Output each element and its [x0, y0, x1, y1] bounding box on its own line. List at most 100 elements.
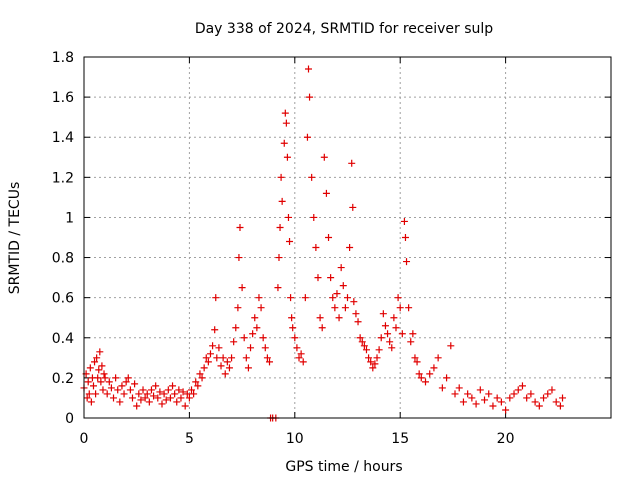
data-point — [312, 244, 320, 252]
data-point — [141, 394, 149, 402]
data-point — [331, 304, 339, 312]
data-point — [281, 109, 289, 117]
data-point — [358, 338, 366, 346]
data-point — [472, 400, 480, 408]
data-point — [394, 294, 402, 302]
data-point — [181, 402, 189, 410]
data-point — [110, 394, 118, 402]
data-point — [194, 382, 202, 390]
data-point — [329, 294, 337, 302]
data-point — [255, 294, 263, 302]
data-point — [225, 364, 233, 372]
data-point — [552, 398, 560, 406]
data-point — [97, 378, 105, 386]
data-point — [118, 382, 126, 390]
data-point — [87, 398, 95, 406]
y-tick-label: 0.4 — [52, 331, 74, 347]
data-point — [96, 348, 104, 356]
data-point — [354, 318, 362, 326]
data-point — [333, 290, 341, 298]
data-point — [314, 274, 322, 282]
data-point — [375, 346, 383, 354]
data-point — [190, 390, 198, 398]
data-points — [80, 65, 567, 422]
data-point — [510, 390, 518, 398]
data-point — [139, 386, 147, 394]
data-point — [327, 274, 335, 282]
data-point — [238, 284, 246, 292]
data-point — [150, 392, 158, 400]
y-tick-label: 1.8 — [52, 50, 74, 66]
y-tick-label: 1 — [65, 210, 74, 226]
data-point — [105, 378, 113, 386]
data-point — [346, 244, 354, 252]
data-point — [405, 304, 413, 312]
data-point — [217, 362, 225, 370]
data-point — [204, 358, 212, 366]
data-point — [158, 400, 166, 408]
data-point — [116, 398, 124, 406]
data-point — [160, 390, 168, 398]
data-point — [280, 139, 288, 147]
data-point — [95, 366, 103, 374]
data-point — [215, 344, 223, 352]
data-point — [154, 394, 162, 402]
data-point — [409, 330, 417, 338]
chart-title: Day 338 of 2024, SRMTID for receiver sul… — [195, 21, 493, 37]
data-point — [242, 354, 250, 362]
data-point — [99, 386, 107, 394]
data-point — [464, 390, 472, 398]
data-point — [107, 384, 115, 392]
data-point — [103, 390, 111, 398]
data-point — [377, 334, 385, 342]
data-point — [306, 93, 314, 101]
y-tick-label: 1.4 — [52, 130, 74, 146]
x-tick-label: 5 — [185, 431, 194, 447]
data-point — [91, 358, 99, 366]
data-point — [527, 390, 535, 398]
data-point — [169, 382, 177, 390]
plot-frame — [83, 56, 612, 419]
data-point — [147, 386, 155, 394]
data-point — [407, 338, 415, 346]
data-point — [131, 380, 139, 388]
data-point — [392, 324, 400, 332]
data-point — [183, 390, 191, 398]
data-point — [384, 330, 392, 338]
data-point — [373, 354, 381, 362]
data-point — [122, 378, 130, 386]
data-point — [212, 294, 220, 302]
data-point — [293, 344, 301, 352]
data-point — [145, 398, 153, 406]
data-point — [277, 173, 285, 181]
data-point — [188, 386, 196, 394]
data-point — [236, 223, 244, 231]
data-point — [133, 402, 141, 410]
data-point — [485, 390, 493, 398]
data-point — [100, 370, 108, 378]
data-point — [497, 398, 505, 406]
data-point — [152, 382, 160, 390]
data-point — [301, 294, 309, 302]
data-point — [198, 374, 206, 382]
data-point — [559, 394, 567, 402]
data-point — [137, 396, 145, 404]
data-point — [282, 119, 290, 127]
grid-lines — [84, 57, 611, 418]
data-point — [120, 390, 128, 398]
data-point — [349, 203, 357, 211]
data-point — [297, 350, 305, 358]
y-tick-label: 1.6 — [52, 90, 74, 106]
data-point — [417, 374, 425, 382]
data-point — [284, 213, 292, 221]
data-point — [92, 390, 100, 398]
data-point — [261, 344, 269, 352]
data-point — [179, 388, 187, 396]
data-point — [257, 304, 265, 312]
data-point — [259, 334, 267, 342]
data-point — [310, 213, 318, 221]
data-point — [288, 314, 296, 322]
x-tick-label: 20 — [497, 431, 515, 447]
